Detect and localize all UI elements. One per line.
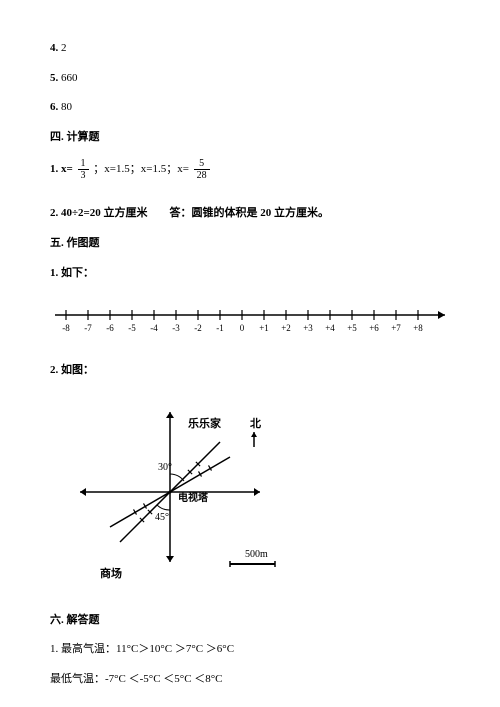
svg-text:+5: +5	[347, 323, 357, 333]
frac-num: 1	[78, 158, 89, 170]
section4-title: 四. 计算题	[50, 129, 450, 147]
answer-num: 4.	[50, 42, 58, 54]
fraction-1-3: 1 3	[78, 158, 89, 181]
section5-q1: 1. 如下：	[50, 265, 450, 283]
section4-q1: 1. x= 1 3 ；x=1.5；x=1.5；x= 5 28	[50, 158, 450, 181]
svg-text:+6: +6	[369, 323, 379, 333]
svg-text:-5: -5	[128, 323, 136, 333]
svg-text:+1: +1	[259, 323, 269, 333]
numberline-svg: -8 -7 -6 -5 -4 -3 -2 -1 0 +1 +2 +3 +4 +5 +6 +7 +8	[50, 300, 450, 340]
section6-line2: 最低气温：-7°C ＜-5°C ＜5°C ＜8°C	[50, 671, 450, 689]
svg-text:+4: +4	[325, 323, 335, 333]
frac-num: 5	[194, 158, 210, 170]
section4-q2: 2. 40÷2=20 立方厘米 答：圆锥的体积是 20 立方厘米。	[50, 205, 450, 223]
section5-q2: 2. 如图：	[50, 362, 450, 380]
svg-text:500m: 500m	[245, 549, 268, 560]
svg-text:-6: -6	[106, 323, 114, 333]
q1-mid: ；x=1.5；x=1.5；x=	[93, 163, 189, 175]
frac-den: 3	[78, 170, 89, 181]
svg-text:+8: +8	[413, 323, 423, 333]
direction-diagram: 30° 45° 乐乐家 北电视塔商场 500m	[50, 392, 450, 592]
svg-text:30°: 30°	[158, 462, 172, 473]
answer-6: 6. 80	[50, 99, 450, 117]
svg-text:-8: -8	[62, 323, 70, 333]
svg-text:商场: 商场	[100, 566, 122, 580]
svg-text:-7: -7	[84, 323, 92, 333]
frac-den: 28	[194, 170, 210, 181]
answer-num: 5.	[50, 72, 58, 84]
svg-text:0: 0	[240, 323, 245, 333]
diagram-svg: 30° 45° 乐乐家 北电视塔商场 500m	[50, 392, 310, 592]
numberline-figure: -8 -7 -6 -5 -4 -3 -2 -1 0 +1 +2 +3 +4 +5 +6 +7 +8	[50, 300, 450, 340]
answer-5: 5. 660	[50, 70, 450, 88]
svg-text:-2: -2	[194, 323, 202, 333]
answer-val: 80	[61, 101, 72, 113]
answer-num: 6.	[50, 101, 58, 113]
svg-text:+2: +2	[281, 323, 291, 333]
svg-text:-1: -1	[216, 323, 224, 333]
svg-text:45°: 45°	[155, 512, 169, 523]
q2-text: 2. 40÷2=20 立方厘米 答：圆锥的体积是 20 立方厘米。	[50, 207, 329, 219]
answer-val: 660	[61, 72, 78, 84]
svg-text:北: 北	[250, 416, 261, 430]
svg-text:-4: -4	[150, 323, 158, 333]
svg-text:+7: +7	[391, 323, 401, 333]
svg-text:电视塔: 电视塔	[178, 491, 209, 504]
section6-title: 六. 解答题	[50, 612, 450, 630]
svg-text:+3: +3	[303, 323, 313, 333]
answer-block: 4. 2 5. 660 6. 80	[50, 40, 450, 117]
svg-text:乐乐家: 乐乐家	[188, 416, 222, 430]
answer-val: 2	[61, 42, 67, 54]
svg-text:-3: -3	[172, 323, 180, 333]
fraction-5-28: 5 28	[194, 158, 210, 181]
section6-line1: 1. 最高气温：11°C＞10°C ＞7°C ＞6°C	[50, 641, 450, 659]
answer-4: 4. 2	[50, 40, 450, 58]
q1-prefix: 1. x=	[50, 163, 73, 175]
section5-title: 五. 作图题	[50, 235, 450, 253]
